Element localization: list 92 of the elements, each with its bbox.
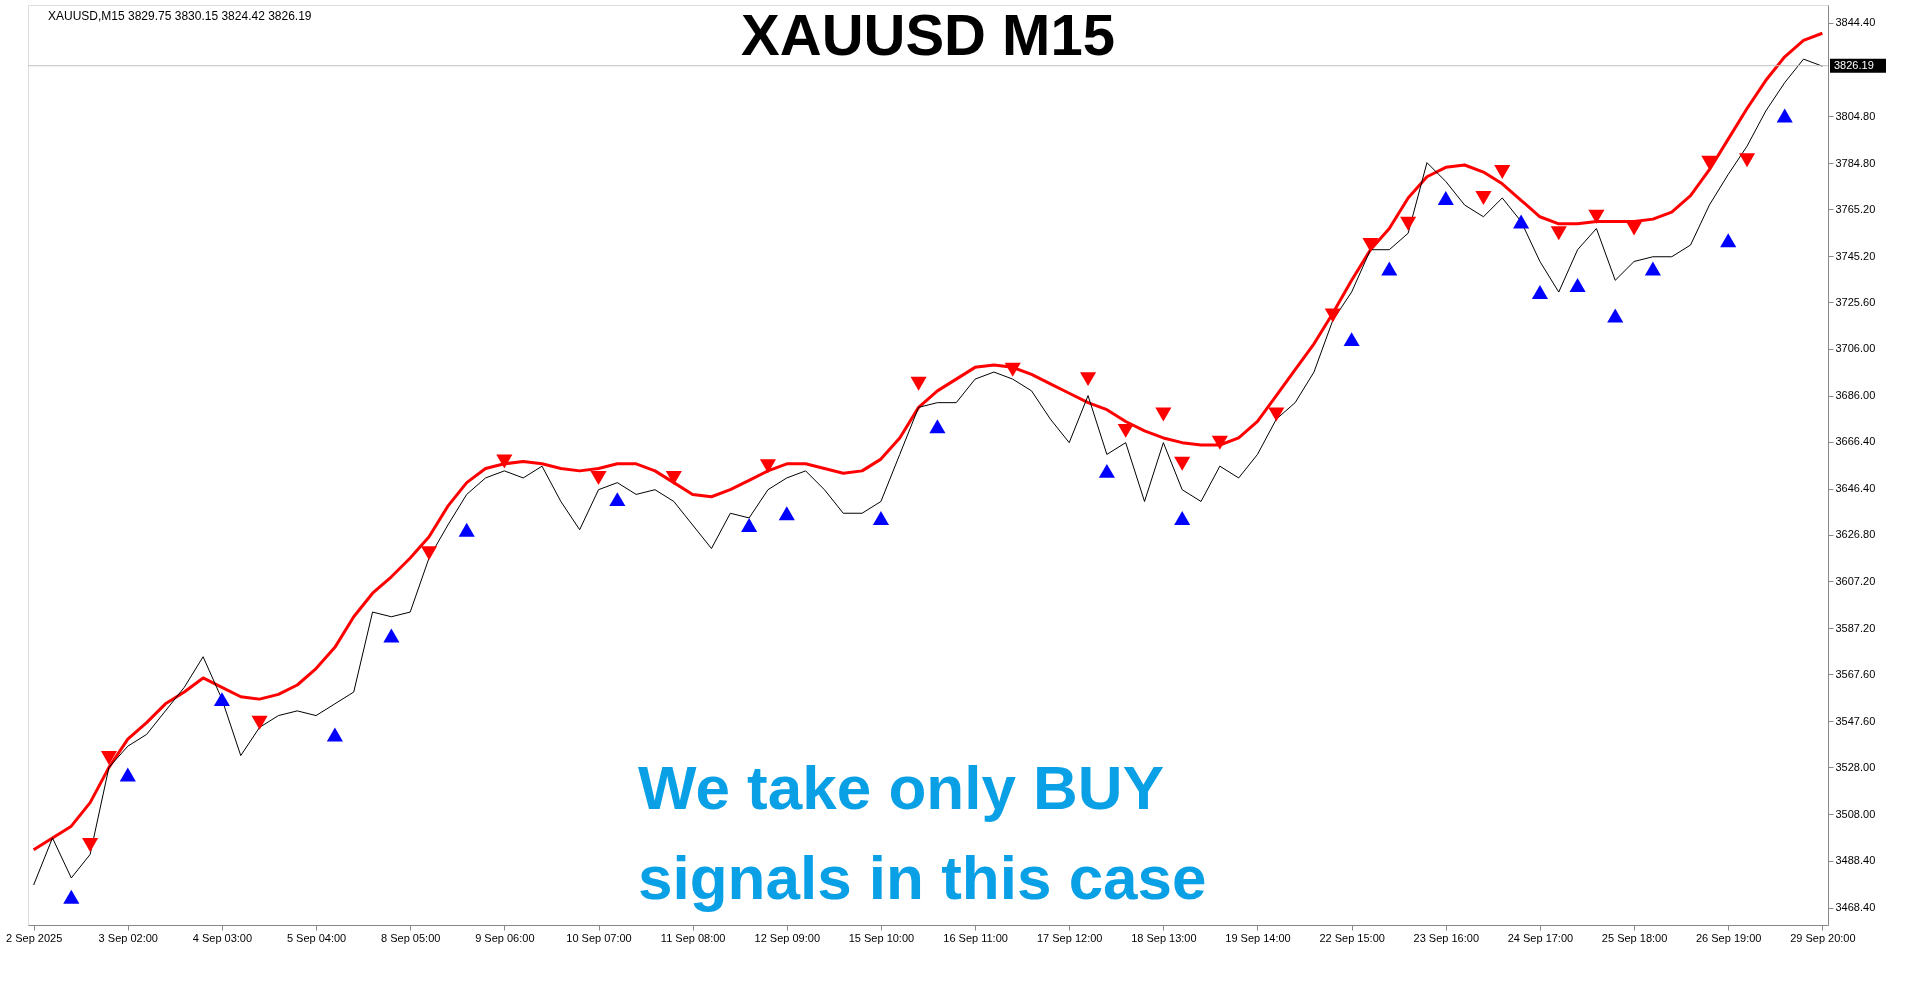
- point: [496, 454, 513, 469]
- point: [1550, 226, 1567, 241]
- point: [590, 470, 607, 485]
- point: [741, 518, 758, 532]
- x-tick-label: 29 Sep 20:00: [1790, 931, 1856, 944]
- x-tick-label: 3 Sep 02:00: [98, 931, 158, 944]
- y-tick-label: 3686.00: [1835, 389, 1876, 402]
- x-tick-label: 19 Sep 14:00: [1225, 931, 1291, 944]
- point: [929, 419, 946, 434]
- y-tick-label: 3725.60: [1835, 295, 1876, 308]
- point: [1588, 209, 1605, 224]
- y-tick-label: 3567.60: [1835, 667, 1876, 680]
- point: [1569, 278, 1586, 292]
- point: [778, 506, 795, 521]
- y-tick-label: 3528.00: [1835, 760, 1876, 773]
- point: [1362, 238, 1379, 252]
- x-tick-label: 22 Sep 15:00: [1319, 931, 1385, 944]
- y-tick-label: 3844.40: [1835, 16, 1876, 29]
- point: [1607, 308, 1624, 323]
- y-tick-label: 3547.60: [1835, 714, 1876, 727]
- y-tick-label: 3607.20: [1835, 574, 1876, 587]
- point: [1400, 216, 1417, 231]
- x-tick-label: 11 Sep 08:00: [660, 931, 726, 944]
- x-tick-label: 15 Sep 10:00: [848, 931, 915, 944]
- x-tick-label: 9 Sep 06:00: [475, 931, 535, 944]
- point: [1004, 362, 1021, 377]
- point: [1174, 510, 1191, 525]
- point: [910, 376, 927, 391]
- x-tick-label: 2 Sep 2025: [6, 931, 63, 944]
- point: [1531, 285, 1548, 300]
- point: [1701, 155, 1718, 170]
- chart-title: XAUUSD M15: [741, 2, 1115, 67]
- x-tick-label: 5 Sep 04:00: [286, 931, 347, 944]
- point: [63, 889, 80, 904]
- point: [1211, 435, 1228, 450]
- y-tick-label: 3765.20: [1835, 202, 1876, 215]
- point: [1268, 407, 1285, 422]
- point: [420, 546, 438, 561]
- y-tick-label: 3587.20: [1835, 621, 1876, 634]
- y-tick-label: 3666.40: [1835, 435, 1876, 448]
- point: [1117, 423, 1134, 438]
- x-tick-label: 23 Sep 16:00: [1413, 931, 1480, 944]
- point: [100, 750, 118, 765]
- annotation: We take only BUY signals in this case: [638, 753, 1207, 912]
- y-tick-label: 3745.20: [1835, 249, 1876, 262]
- y-tick-label: 3488.40: [1835, 854, 1876, 867]
- y-tick-label: 3784.80: [1835, 156, 1876, 169]
- point: [1776, 108, 1793, 123]
- point: [326, 727, 343, 742]
- point: [251, 715, 268, 730]
- point: [1720, 233, 1737, 248]
- point: [609, 492, 626, 507]
- point: [458, 522, 475, 537]
- x-tick-label: 18 Sep 13:00: [1131, 931, 1197, 944]
- point: [1494, 165, 1511, 180]
- point: [759, 459, 777, 474]
- x-tick-label: 17 Sep 12:00: [1036, 931, 1103, 944]
- y-tick-label: 3804.80: [1835, 109, 1876, 122]
- x-tick-label: 26 Sep 19:00: [1695, 931, 1762, 944]
- point: [1079, 372, 1097, 387]
- point: [1098, 463, 1115, 478]
- x-tick-label: 25 Sep 18:00: [1601, 931, 1668, 944]
- x-tick-label: 4 Sep 03:00: [192, 931, 253, 944]
- x-tick-label: 24 Sep 17:00: [1507, 931, 1574, 944]
- y-tick-label: 3468.40: [1835, 901, 1876, 914]
- point: [1174, 456, 1191, 471]
- point: [1343, 332, 1360, 347]
- point: [872, 510, 889, 525]
- point: [1324, 308, 1341, 323]
- y-tick-label: 3626.80: [1835, 528, 1876, 541]
- x-tick-label: 8 Sep 05:00: [381, 931, 441, 944]
- x-tick-label: 16 Sep 11:00: [943, 931, 1008, 944]
- point: [665, 470, 682, 485]
- point: [1513, 214, 1530, 229]
- point: [383, 628, 400, 643]
- x-tick-label: 12 Sep 09:00: [754, 931, 821, 944]
- point: [82, 838, 99, 852]
- ref-line-label: 3826.19: [1834, 58, 1874, 71]
- point: [1437, 190, 1454, 205]
- point: [1626, 221, 1643, 236]
- point: [1155, 407, 1172, 422]
- point: [1738, 153, 1756, 168]
- point: [119, 767, 136, 782]
- point: [213, 692, 230, 707]
- annotation: XAUUSD,M15 3829.75 3830.15 3824.42 3826.19: [48, 9, 312, 23]
- x-tick-label: 10 Sep 07:00: [566, 931, 632, 944]
- y-tick-label: 3706.00: [1835, 342, 1876, 355]
- point: [1475, 190, 1492, 205]
- y-tick-label: 3646.40: [1835, 482, 1876, 495]
- y-tick-label: 3508.00: [1835, 807, 1876, 820]
- point: [1644, 261, 1661, 276]
- point: [1381, 261, 1398, 276]
